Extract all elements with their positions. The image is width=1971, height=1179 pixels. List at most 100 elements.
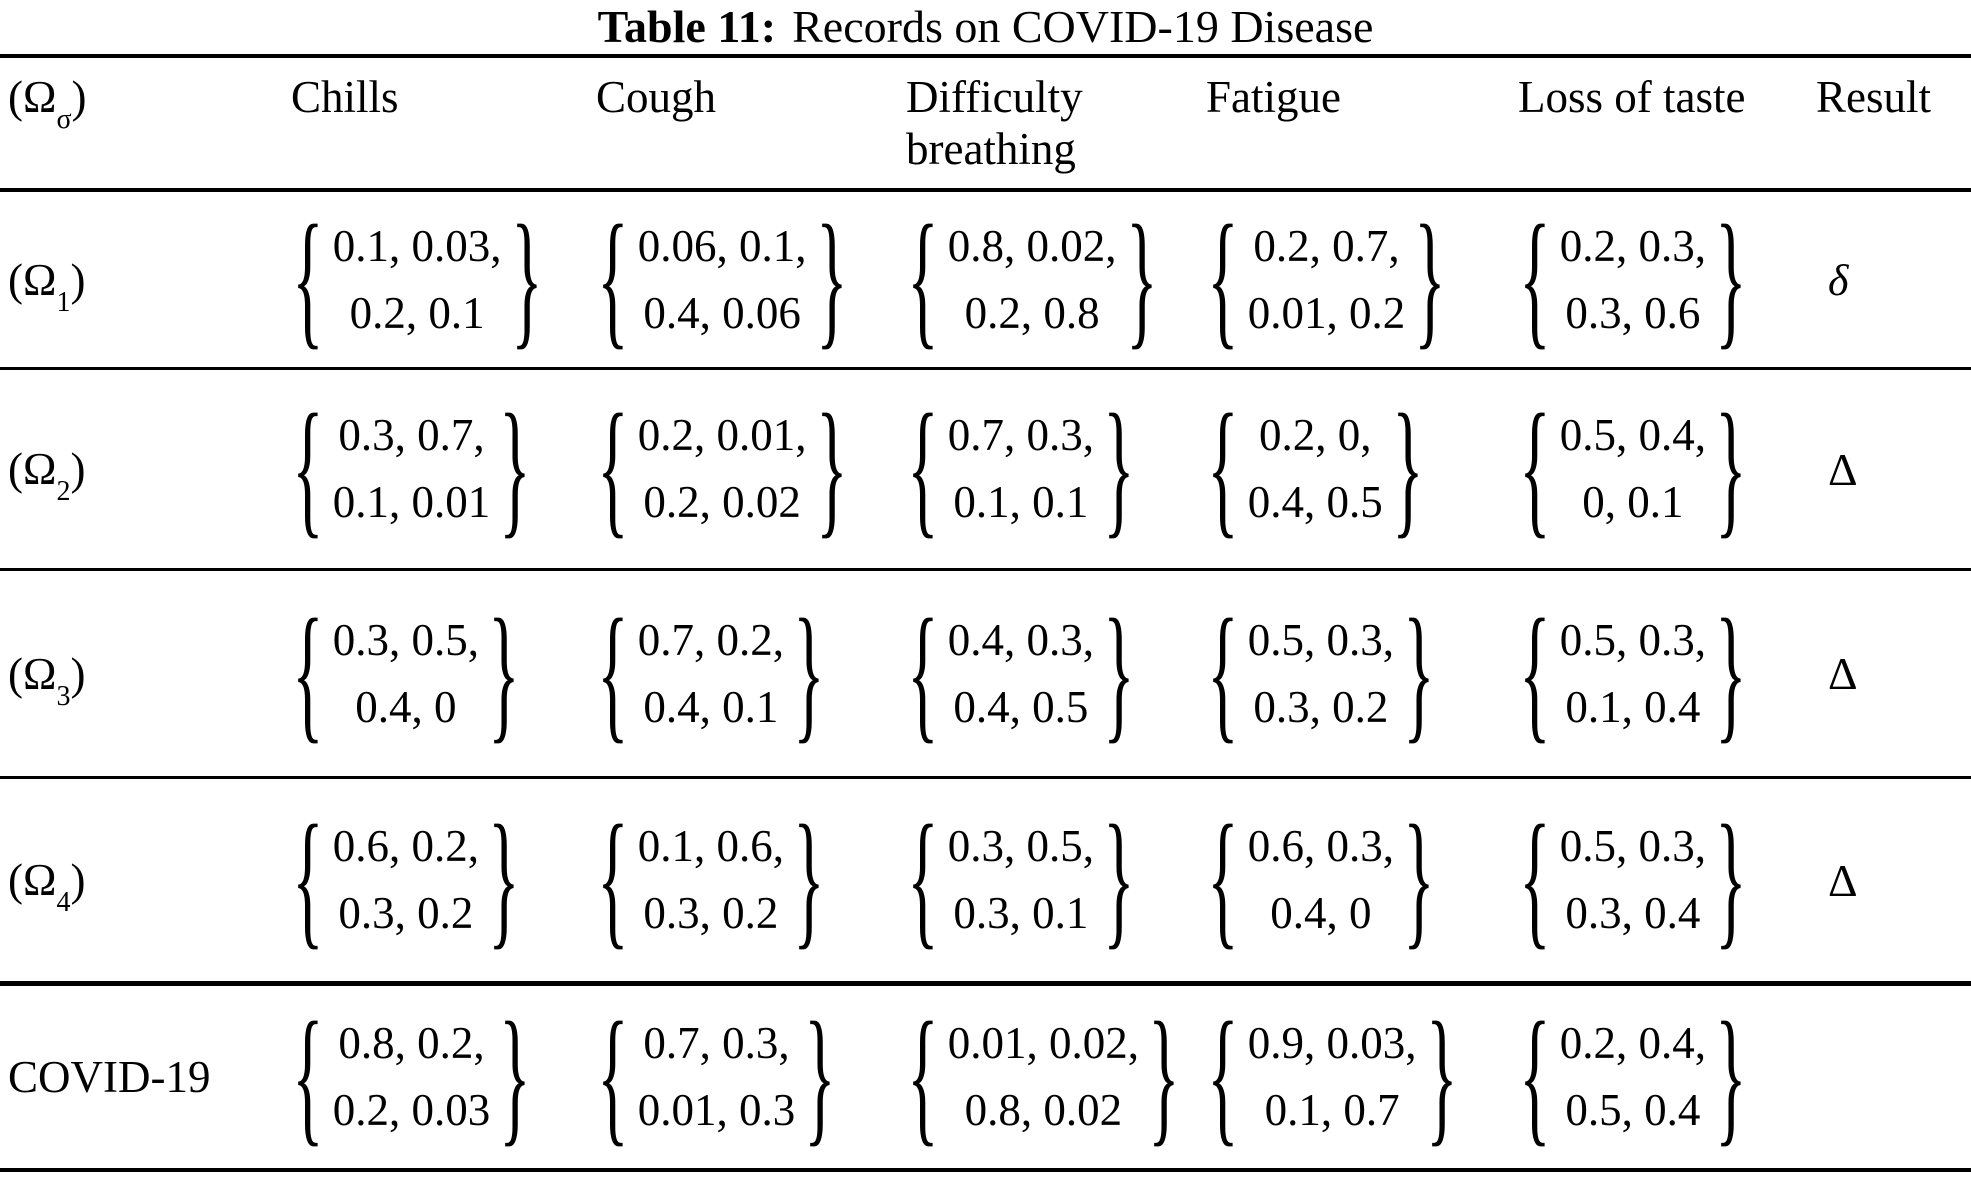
- set-values: 0.5, 0.3, 0.1, 0.4: [1550, 607, 1716, 740]
- row-label-base: (Ω: [8, 648, 57, 699]
- set-line-1: 0.6, 0.3,: [1247, 821, 1395, 872]
- set-values: 0.7, 0.3, 0.1, 0.1: [938, 402, 1104, 535]
- table-row: (Ω2){0.3, 0.7, 0.1, 0.01}{0.2, 0.01, 0.2, …: [0, 370, 1971, 568]
- membership-set-cell: {0.5, 0.4, 0, 0.1}: [1512, 393, 1810, 545]
- set-line-1: 0.2, 0.3,: [1559, 220, 1707, 271]
- left-brace-icon: {: [1207, 196, 1239, 363]
- result-cell: δ: [1810, 253, 1971, 306]
- set-values: 0.7, 0.2, 0.4, 0.1: [628, 607, 794, 740]
- right-brace-icon: }: [1715, 196, 1747, 363]
- right-brace-icon: }: [488, 796, 520, 964]
- set-values: 0.4, 0.3, 0.4, 0.5: [938, 607, 1104, 740]
- result-symbol: Δ: [1828, 854, 1858, 906]
- left-brace-icon: {: [907, 385, 939, 553]
- membership-set-cell: {0.7, 0.2, 0.4, 0.1}: [590, 598, 900, 750]
- header-omega-sigma: (Ωσ): [0, 58, 285, 134]
- set-line-1: 0.5, 0.4,: [1559, 410, 1707, 461]
- left-brace-icon: {: [597, 796, 629, 964]
- right-brace-icon: }: [1715, 385, 1747, 553]
- row-separator: [0, 776, 1971, 779]
- set-values: 0.5, 0.3, 0.3, 0.2: [1238, 607, 1404, 740]
- left-brace-icon: {: [1207, 993, 1239, 1161]
- result-cell: Δ: [1810, 647, 1971, 700]
- membership-set-cell: {0.5, 0.3, 0.1, 0.4}: [1512, 598, 1810, 750]
- set-values: 0.9, 0.03, 0.1, 0.7: [1238, 1010, 1427, 1143]
- left-brace-icon: {: [597, 385, 629, 553]
- set-line-1: 0.1, 0.03,: [332, 220, 502, 271]
- left-brace-icon: {: [1207, 796, 1239, 964]
- membership-set-cell: {0.5, 0.3, 0.3, 0.4}: [1512, 804, 1810, 956]
- right-brace-icon: }: [793, 590, 825, 757]
- set-values: 0.2, 0.7, 0.01, 0.2: [1238, 213, 1416, 346]
- membership-set-cell: {0.2, 0.4, 0.5, 0.4}: [1512, 1001, 1810, 1153]
- right-brace-icon: }: [1103, 796, 1135, 964]
- membership-set-cell: {0.01, 0.02, 0.8, 0.02}: [900, 1001, 1200, 1153]
- header-fatigue: Fatigue: [1206, 72, 1341, 122]
- row-label-base: (Ω: [8, 855, 57, 905]
- top-rule: [0, 54, 1971, 58]
- membership-set-cell: {0.8, 0.2, 0.2, 0.03}: [285, 1001, 590, 1153]
- set-values: 0.5, 0.4, 0, 0.1: [1550, 402, 1716, 535]
- right-brace-icon: }: [1103, 590, 1135, 757]
- left-brace-icon: {: [597, 993, 629, 1161]
- membership-set-cell: {0.7, 0.3, 0.1, 0.1}: [900, 393, 1200, 545]
- right-brace-icon: }: [499, 993, 531, 1161]
- set-line-2: 0.8, 0.02: [964, 1085, 1123, 1135]
- set-line-1: 0.2, 0.7,: [1253, 220, 1400, 271]
- left-brace-icon: {: [1519, 590, 1551, 757]
- left-brace-icon: {: [907, 993, 939, 1161]
- row-label-close: ): [70, 254, 86, 305]
- right-brace-icon: }: [804, 993, 836, 1161]
- set-line-2: 0.4, 0.1: [643, 681, 779, 732]
- set-line-2: 0.01, 0.3: [637, 1085, 796, 1135]
- set-line-1: 0.8, 0.02,: [947, 220, 1117, 271]
- set-values: 0.1, 0.03, 0.2, 0.1: [323, 213, 512, 346]
- set-values: 0.8, 0.02, 0.2, 0.8: [938, 213, 1127, 346]
- right-brace-icon: }: [815, 196, 848, 363]
- right-brace-icon: }: [1125, 196, 1158, 363]
- set-line-1: 0.2, 0,: [1259, 410, 1372, 461]
- set-values: 0.6, 0.3, 0.4, 0: [1238, 813, 1404, 946]
- left-brace-icon: {: [907, 590, 939, 757]
- right-brace-icon: }: [1403, 590, 1435, 757]
- membership-set-cell: {0.5, 0.3, 0.3, 0.2}: [1200, 598, 1512, 750]
- row-label-base: (Ω: [8, 444, 57, 494]
- set-values: 0.5, 0.3, 0.3, 0.4: [1550, 813, 1716, 946]
- row-label-close: ): [70, 855, 86, 905]
- left-brace-icon: {: [292, 196, 324, 363]
- right-brace-icon: }: [1715, 796, 1747, 964]
- left-brace-icon: {: [597, 590, 629, 757]
- set-line-1: 0.3, 0.5,: [332, 614, 480, 665]
- set-line-2: 0.4, 0.5: [1247, 477, 1383, 527]
- membership-set-cell: {0.2, 0.3, 0.3, 0.6}: [1512, 204, 1810, 356]
- membership-set-cell: {0.7, 0.3, 0.01, 0.3}: [590, 1001, 900, 1153]
- membership-set-cell: {0.6, 0.2, 0.3, 0.2}: [285, 804, 590, 956]
- left-brace-icon: {: [1519, 196, 1551, 363]
- membership-set-cell: {0.9, 0.03, 0.1, 0.7}: [1200, 1001, 1512, 1153]
- left-brace-icon: {: [1519, 385, 1551, 553]
- left-brace-icon: {: [907, 796, 939, 964]
- right-brace-icon: }: [499, 385, 531, 553]
- set-line-2: 0.1, 0.1: [953, 477, 1089, 527]
- membership-set-cell: {0.6, 0.3, 0.4, 0}: [1200, 804, 1512, 956]
- row-label: (Ω4): [0, 854, 285, 917]
- table-row: COVID-19{0.8, 0.2, 0.2, 0.03}{0.7, 0.3, 0.…: [0, 986, 1971, 1168]
- set-line-2: 0.2, 0.03: [332, 1085, 491, 1135]
- right-brace-icon: }: [510, 196, 543, 363]
- row-label-subscript: 1: [56, 286, 71, 318]
- row-label: (Ω2): [0, 443, 285, 506]
- right-brace-icon: }: [815, 385, 848, 553]
- set-values: 0.2, 0.4, 0.5, 0.4: [1550, 1010, 1716, 1143]
- row-label-close: ): [70, 648, 86, 699]
- set-line-1: 0.06, 0.1,: [637, 220, 807, 271]
- set-values: 0.6, 0.2, 0.3, 0.2: [323, 813, 489, 946]
- row-label-subscript: 2: [56, 476, 71, 507]
- set-line-1: 0.3, 0.5,: [947, 821, 1095, 872]
- membership-set-cell: {0.2, 0.7, 0.01, 0.2}: [1200, 204, 1512, 356]
- header-rule: [0, 188, 1971, 192]
- left-brace-icon: {: [292, 590, 324, 757]
- left-brace-icon: {: [292, 796, 324, 964]
- result-symbol: δ: [1828, 256, 1849, 305]
- set-line-2: 0.5, 0.4: [1565, 1085, 1701, 1135]
